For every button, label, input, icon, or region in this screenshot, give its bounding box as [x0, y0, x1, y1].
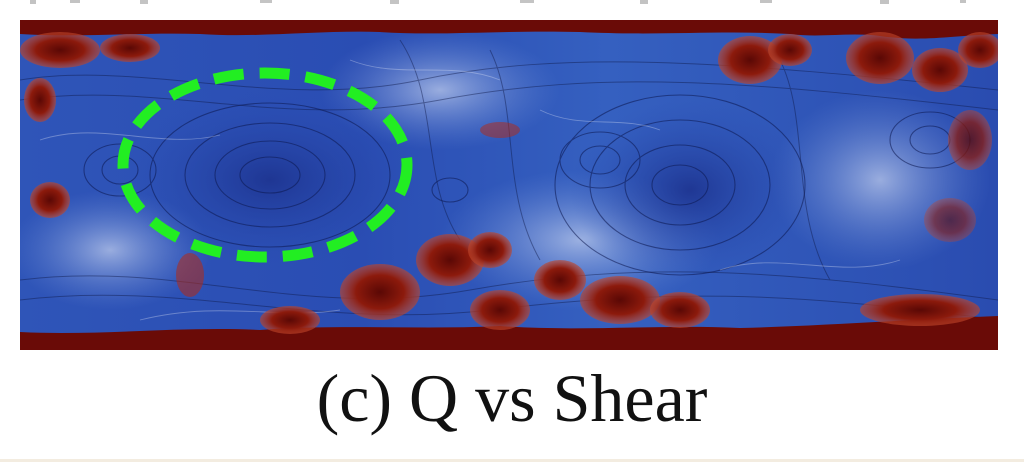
cropped-top-strip	[0, 0, 1024, 14]
flow-visualization	[20, 20, 998, 350]
vortex-swirls	[83, 94, 971, 276]
top-boundary-layer	[20, 20, 998, 39]
bottom-boundary-layer	[20, 316, 998, 350]
figure-caption: (c) Q vs Shear	[316, 360, 708, 436]
red-structures-top	[20, 32, 998, 297]
cropped-bottom-strip	[0, 452, 1024, 462]
highlight-ellipse	[117, 67, 413, 263]
red-structures-bottom	[260, 232, 980, 334]
